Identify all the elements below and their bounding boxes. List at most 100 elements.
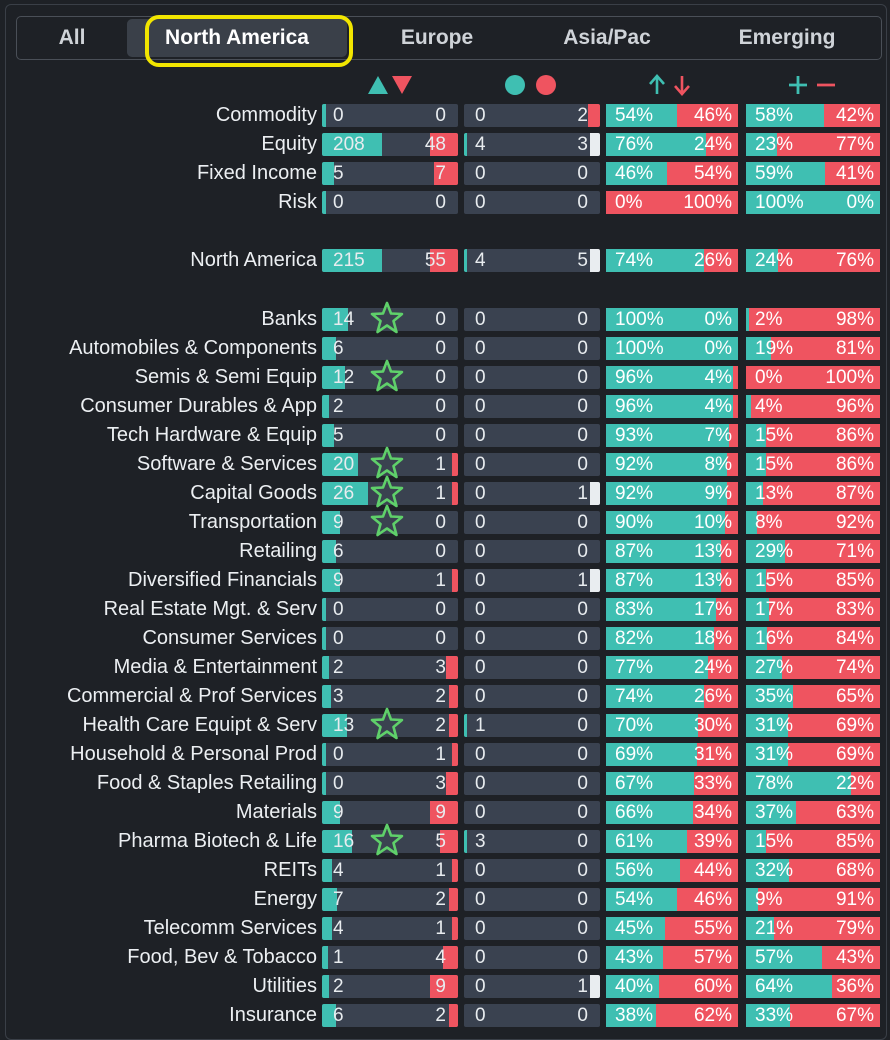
red-dot-count: 0 [577, 918, 588, 939]
up-down-percent-bar: 46% 54% [606, 162, 738, 185]
up-down-percent-bar: 66% 34% [606, 801, 738, 824]
down-count-value: 2 [435, 686, 446, 707]
red-dot-count: 0 [577, 947, 588, 968]
up-down-percent-bar: 0% 100% [606, 191, 738, 214]
up-count-value: 6 [333, 541, 344, 562]
red-dot-count: 0 [577, 367, 588, 388]
star-icon [370, 823, 404, 856]
up-count-fill [322, 917, 333, 940]
plus-percent-value: 24% [755, 250, 794, 271]
down-count-value: 0 [435, 599, 446, 620]
plus-percent-value: 15% [755, 425, 794, 446]
plus-minus-percent-bar: 13% 87% [746, 482, 880, 505]
minus-percent-value: 84% [835, 628, 874, 649]
plus-minus-percent-bar: 17% 83% [746, 598, 880, 621]
up-percent-fill [606, 133, 707, 156]
tab-europe[interactable]: Europe [400, 26, 474, 49]
green-dot-count: 0 [475, 105, 486, 126]
up-percent-value: 45% [615, 918, 654, 939]
active-tab-background [127, 19, 347, 57]
red-dot-fill [590, 133, 600, 156]
tab-north-america[interactable]: North America [165, 26, 309, 49]
up-percent-fill [606, 656, 708, 679]
up-count-value: 0 [333, 744, 344, 765]
row-label: REITs [263, 859, 317, 881]
row-label: North America [190, 249, 317, 271]
plus-percent-value: 37% [755, 802, 794, 823]
red-dot-count: 0 [577, 686, 588, 707]
up-percent-value: 74% [615, 686, 654, 707]
star-icon [370, 504, 404, 537]
up-percent-value: 38% [615, 1005, 654, 1026]
up-percent-value: 90% [615, 512, 654, 533]
up-percent-value: 61% [615, 831, 654, 852]
green-dot-count: 0 [475, 802, 486, 823]
red-dot-fill [590, 249, 600, 272]
down-percent-value: 30% [693, 715, 732, 736]
up-down-percent-bar: 92% 9% [606, 482, 738, 505]
tab-all[interactable]: All [58, 26, 86, 49]
up-percent-fill [606, 249, 704, 272]
minus-percent-value: 91% [835, 889, 874, 910]
green-dot-count: 1 [475, 715, 486, 736]
plus-minus-percent-bar: 0% 100% [746, 366, 880, 389]
plus-percent-fill [746, 627, 768, 650]
up-percent-fill [606, 743, 698, 766]
down-count-value: 0 [435, 396, 446, 417]
up-count-value: 3 [333, 686, 344, 707]
up-percent-value: 100% [615, 338, 664, 359]
plus-percent-value: 15% [755, 831, 794, 852]
up-percent-value: 83% [615, 599, 654, 620]
row-label: Retailing [239, 540, 317, 562]
tab-asia-pac[interactable]: Asia/Pac [563, 26, 651, 49]
row-label: Software & Services [136, 453, 317, 475]
minus-percent-value: 85% [835, 831, 874, 852]
count-cell-up-down: 26 1 [322, 482, 458, 505]
up-count-value: 0 [333, 773, 344, 794]
up-count-value: 2 [333, 976, 344, 997]
down-count-value: 0 [435, 628, 446, 649]
down-percent-value: 4% [704, 396, 732, 417]
plus-percent-fill [746, 104, 824, 127]
down-percent-value: 39% [693, 831, 732, 852]
up-percent-fill [606, 337, 738, 360]
down-count-value: 0 [435, 512, 446, 533]
up-count-fill [322, 627, 326, 650]
down-percent-value: 8% [704, 454, 732, 475]
green-dot-count: 0 [475, 860, 486, 881]
red-dot-count: 0 [577, 512, 588, 533]
up-percent-fill [606, 714, 699, 737]
green-dot-count: 0 [475, 918, 486, 939]
plus-percent-value: 27% [755, 657, 794, 678]
up-count-fill [322, 801, 341, 824]
up-count-value: 13 [333, 715, 355, 736]
minus-percent-value: 79% [835, 918, 874, 939]
up-down-percent-bar: 74% 26% [606, 249, 738, 272]
tab-emerging[interactable]: Emerging [738, 26, 836, 49]
red-dot-count: 0 [577, 831, 588, 852]
up-count-value: 0 [333, 628, 344, 649]
up-percent-value: 96% [615, 367, 654, 388]
down-percent-value: 13% [693, 570, 732, 591]
up-count-fill [322, 830, 352, 853]
down-count-fill [452, 453, 458, 476]
down-count-fill [430, 801, 458, 824]
down-count-value: 7 [435, 163, 446, 184]
minus-percent-value: 69% [835, 715, 874, 736]
row-label: Consumer Durables & App [80, 395, 317, 417]
down-percent-value: 0% [704, 338, 732, 359]
up-count-fill [322, 859, 333, 882]
minus-percent-value: 87% [835, 483, 874, 504]
down-percent-value: 26% [693, 250, 732, 271]
up-count-fill [322, 133, 382, 156]
down-percent-value: 31% [693, 744, 732, 765]
row-label: Energy [253, 888, 317, 910]
down-percent-value: 9% [704, 483, 732, 504]
down-percent-value: 10% [693, 512, 732, 533]
green-dot-count: 0 [475, 309, 486, 330]
